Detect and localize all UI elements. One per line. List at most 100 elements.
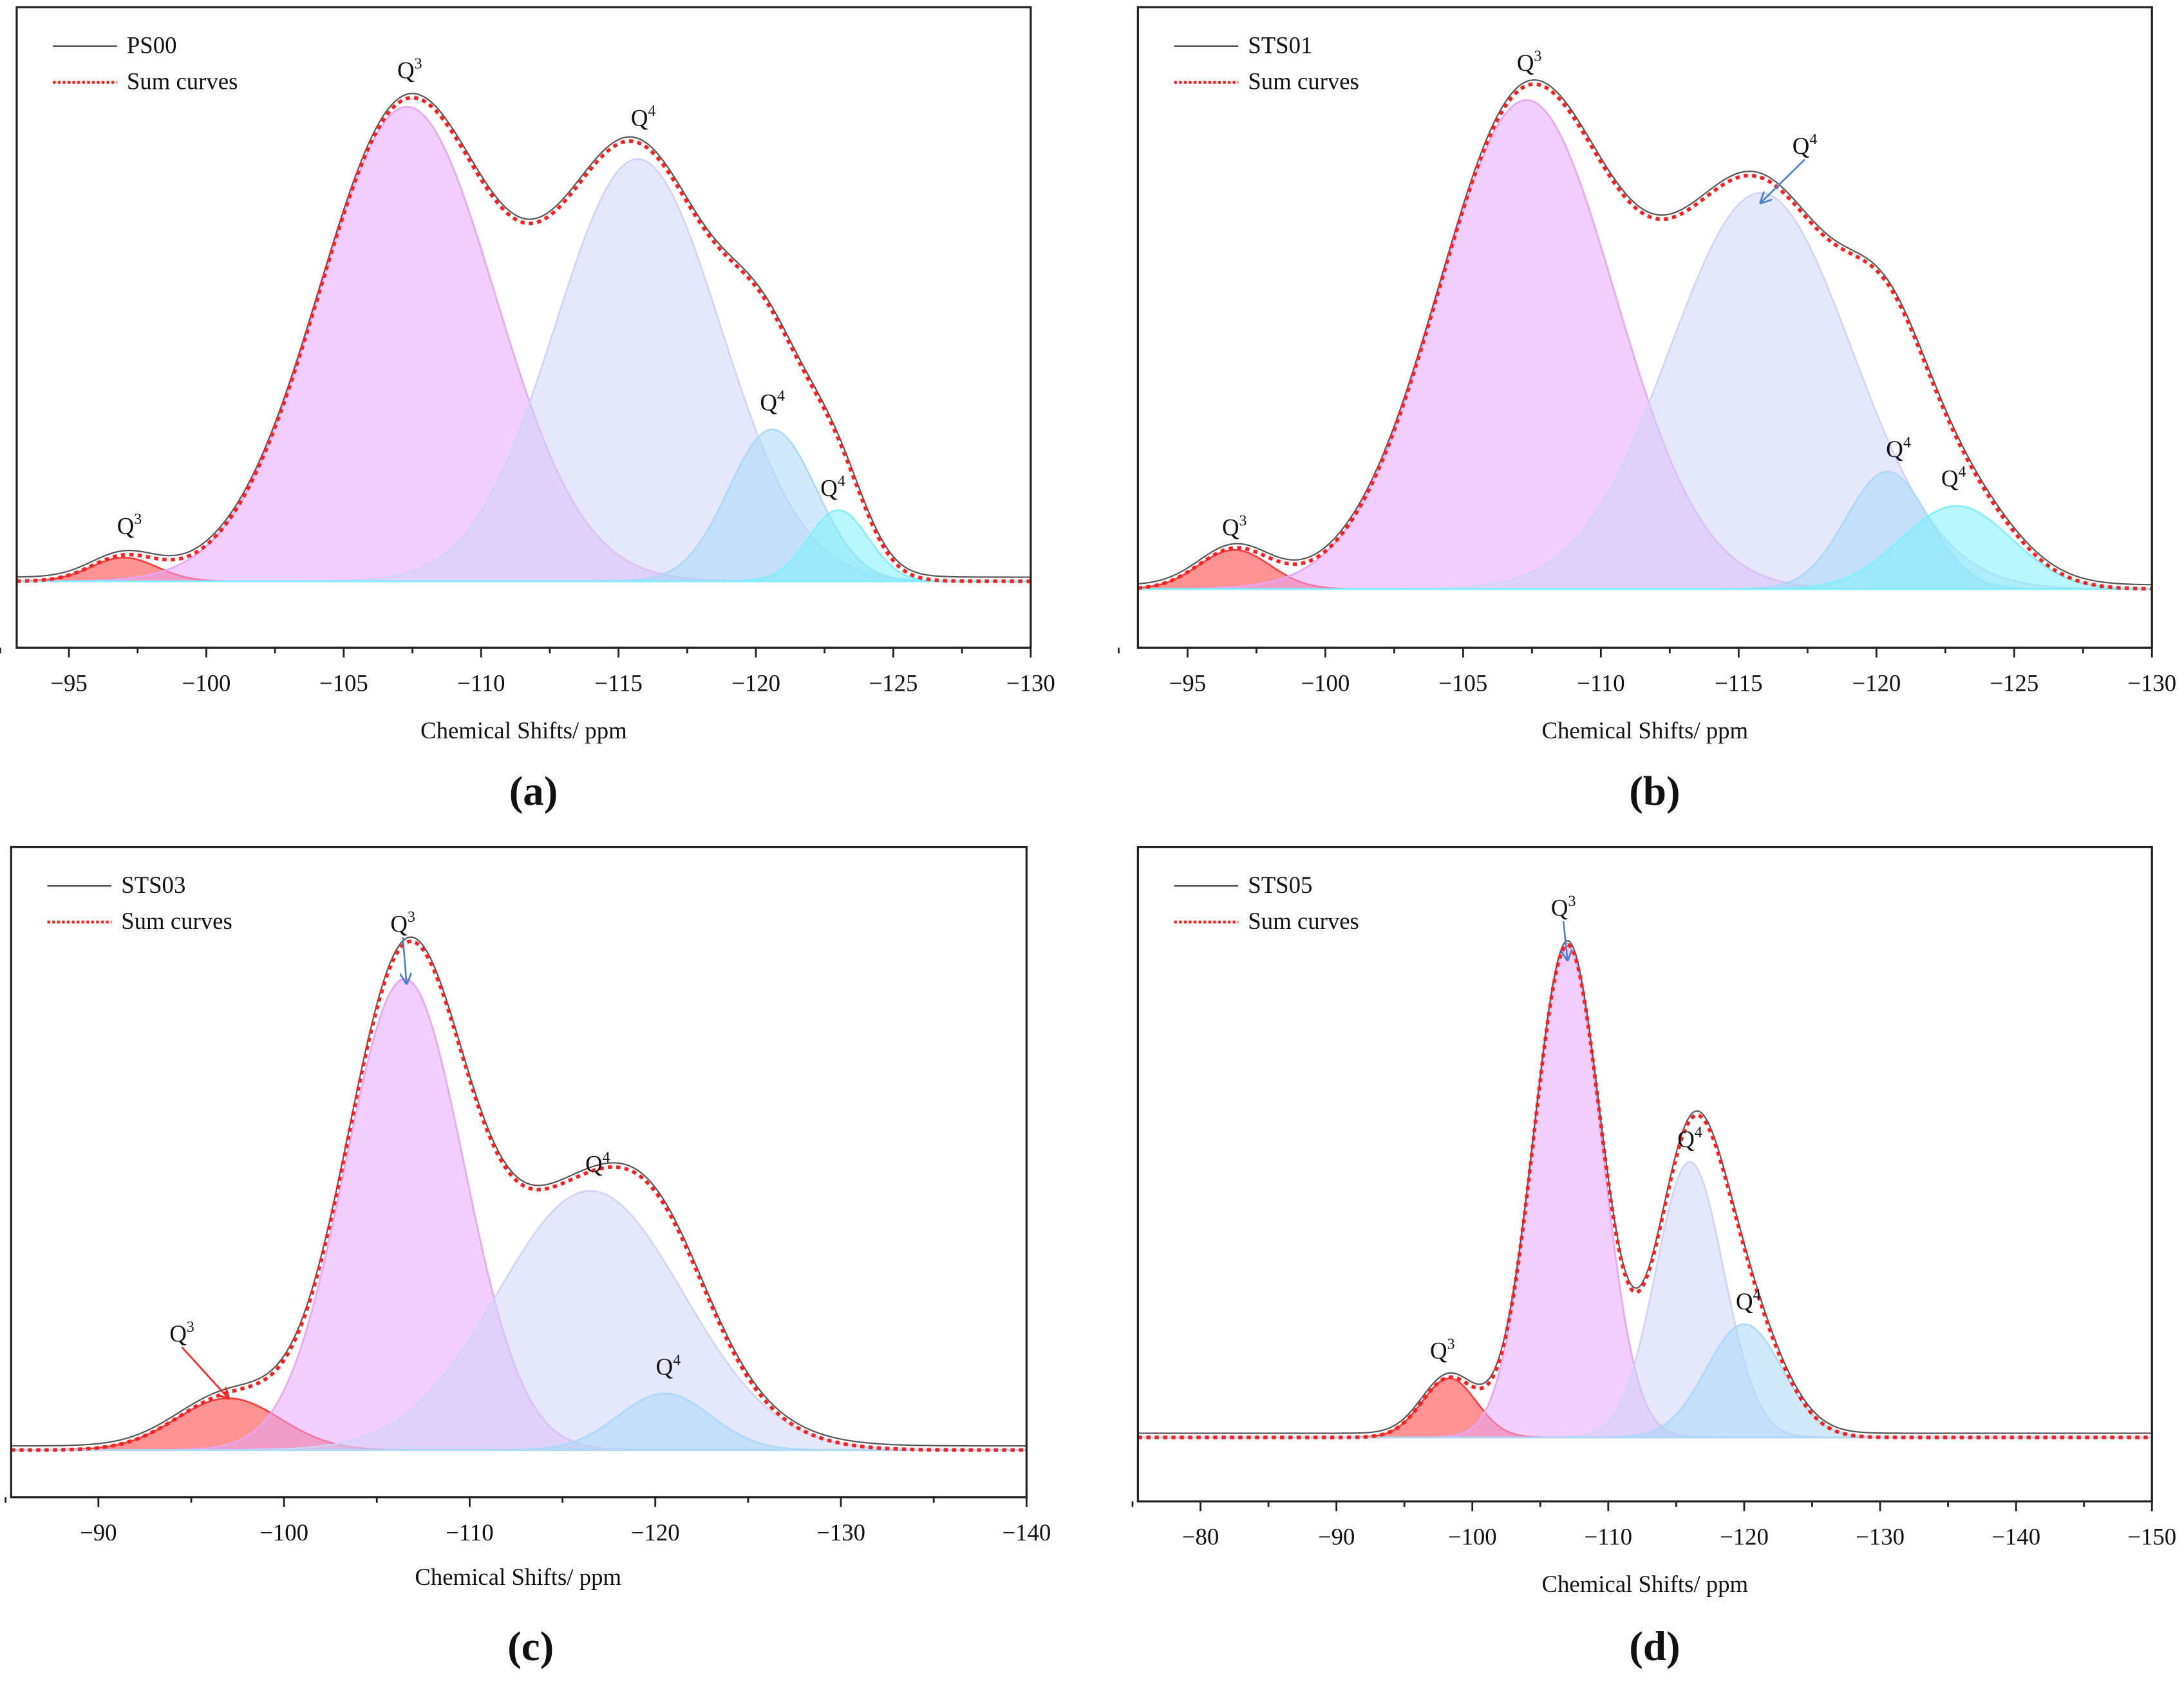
plot-area [11,936,1027,1452]
peak-label-superscript: 4 [603,1150,610,1166]
peak-label: Q4 [1886,435,1911,462]
plot-frame [10,845,1028,1499]
legend-label: STS01 [1248,32,1312,59]
x-tick-label: −110 [1585,1523,1633,1549]
plot-frame [1136,6,2153,649]
peak-label-superscript: 4 [1753,1287,1761,1304]
peak-label-base: Q [390,910,408,937]
experimental-spectrum-line [16,93,1031,578]
peak-label-base: Q [1793,133,1810,159]
x-axis-label: Chemical Shifts/ ppm [415,1564,621,1590]
peak-label-base: Q [1677,1126,1695,1152]
peak-label: Q3 [1517,48,1541,76]
peak-label: Q3 [169,1319,194,1347]
peak-label-superscript: 3 [1447,1336,1455,1352]
x-tick-label: −130 [816,1519,865,1546]
x-tick-label: −110 [1577,669,1625,696]
peak-label-base: Q [117,512,135,539]
peak-label-base: Q [631,104,648,131]
x-tick-label: −120 [1852,669,1901,696]
peak-label-base: Q [1551,895,1568,921]
x-tick-label: −125 [869,669,918,696]
peak-label: Q4 [820,473,845,501]
x-tick-label: −120 [1720,1523,1769,1549]
x-axis-label: Chemical Shifts/ ppm [1541,1571,1748,1597]
panel-caption: (b) [1629,769,1680,815]
peak-label-superscript: 4 [777,388,785,405]
peak-label: Q3 [397,56,422,84]
peak-label: Q4 [1677,1125,1702,1152]
peak-label-base: Q [585,1151,603,1177]
peak-label-superscript: 3 [408,909,415,926]
plot-frame [1136,845,2153,1502]
peak-label-superscript: 3 [1568,893,1576,910]
peak-label-base: Q [656,1353,673,1380]
x-tick-label: −115 [1715,669,1763,696]
annotation-arrow-icon [1761,158,1805,203]
experimental-spectrum-line [11,936,1027,1447]
x-tick-label: −120 [631,1519,680,1546]
legend-label: PS00 [127,32,177,59]
x-axis-label: Chemical Shifts/ ppm [1541,717,1748,744]
plot-frame [15,6,1032,649]
peak-label: Q3 [1222,512,1247,540]
chart-panel-a: −95 −100 −105 −110 −115 −120 −125 −130 Chemical … [0,6,1055,815]
x-tick-label: −90 [1318,1523,1355,1549]
x-tick-label: −105 [319,669,368,696]
peak-label-base: Q [1736,1288,1753,1314]
peak-label-base: Q [1941,465,1959,492]
x-tick-label: −130 [2127,669,2176,696]
legend-label: Sum curves [1248,908,1359,934]
legend: STS05 Sum curves [1174,872,1359,934]
x-tick-label: −150 [2127,1523,2176,1549]
panel-caption: (c) [507,1623,554,1670]
x-axis-label: Chemical Shifts/ ppm [420,717,627,744]
legend: STS01 Sum curves [1174,32,1359,95]
peak-label: Q4 [1736,1287,1761,1314]
peak-label-superscript: 3 [415,56,422,73]
legend-label: STS05 [1248,872,1312,898]
x-tick-label: −140 [1991,1523,2040,1549]
peak-label-superscript: 4 [1903,435,1911,451]
x-tick-label: −130 [1006,669,1055,696]
x-tick-label: −110 [457,669,505,696]
peak-label-superscript: 4 [838,473,845,490]
x-tick-label: −100 [182,669,231,696]
x-tick-label: −105 [1438,669,1487,696]
peak-label: Q4 [760,388,785,416]
legend: PS00 Sum curves [53,32,238,95]
experimental-spectrum-line [1138,79,2152,586]
peak-label: Q3 [390,909,415,937]
x-tick-label: −130 [1856,1523,1905,1549]
component-peak-q4-2 [1138,1161,2152,1439]
x-tick-label: −140 [1002,1519,1051,1546]
x-tick-label: −125 [1990,669,2038,696]
peak-label-base: Q [1430,1338,1447,1364]
x-tick-label: −95 [1169,669,1207,696]
peak-label: Q4 [656,1352,681,1380]
annotation-arrow-icon [1563,921,1567,960]
peak-label-base: Q [397,57,415,84]
peak-label-base: Q [1886,436,1903,462]
chart-panel-d: −80 −90 −100 −110 −120 −130 −140 −150 Chemical S… [1131,845,2176,1670]
chart-panel-c: −90 −100 −110 −120 −130 −140 Chemical Shifts/ … [5,845,1051,1670]
x-tick-label: −80 [1182,1523,1219,1549]
peak-label: Q3 [1430,1336,1454,1363]
chart-panel-b: −95 −100 −105 −110 −115 −120 −125 −130 Chemical … [1118,6,2176,815]
x-tick-label: −90 [80,1519,117,1546]
component-peak-q4-4 [1138,505,2152,590]
peak-label-superscript: 3 [1534,48,1541,65]
peak-label-base: Q [820,474,838,501]
peak-label: Q4 [1941,463,1966,491]
x-tick-label: −115 [594,669,643,696]
peak-label: Q4 [585,1150,610,1177]
plot-area [1138,940,2152,1439]
legend-label: Sum curves [127,68,238,95]
peak-label-base: Q [1222,514,1239,541]
x-tick-label: −100 [1301,669,1350,696]
legend-label: STS03 [121,872,185,898]
peak-label-superscript: 3 [187,1319,194,1336]
sum-curve-line [11,939,1027,1452]
x-tick-label: −110 [446,1519,494,1546]
